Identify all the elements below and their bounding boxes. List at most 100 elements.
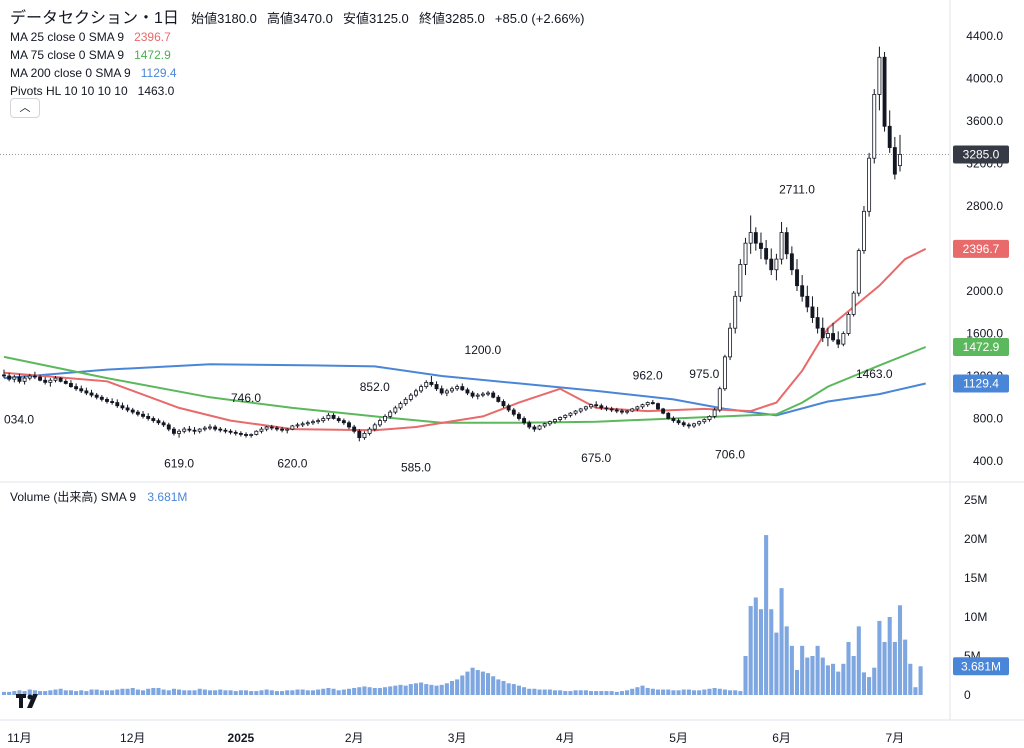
volume-bar (769, 609, 774, 695)
volume-bar (79, 690, 84, 695)
volume-bar (140, 690, 146, 695)
volume-legend[interactable]: Volume (出来高) SMA 9 3.681M (10, 488, 187, 505)
candle-body (506, 405, 511, 411)
volume-bar (784, 626, 789, 695)
indicator-label: MA 200 close 0 SMA 9 (10, 66, 131, 80)
time-axis[interactable]: 11月 12月 2025 2月 3月 4月 5月 6月 7月 (7, 731, 904, 745)
time-tick-label: 11月 (7, 731, 31, 745)
candle-body (614, 409, 619, 412)
price-tag-box (953, 145, 1009, 164)
indicator-ma25[interactable]: MA 25 close 0 SMA 9 2396.7 (10, 28, 177, 46)
volume-bar (48, 690, 53, 695)
candle-body (769, 258, 774, 271)
pivot-label: 706.0 (715, 447, 745, 461)
volume-bar (58, 688, 63, 695)
candle-body (156, 420, 161, 424)
volume-bar (856, 626, 861, 695)
volume-bar (903, 639, 908, 695)
volume-bar (84, 691, 89, 695)
candle-body (748, 232, 753, 244)
candle-body (177, 430, 182, 434)
volume-tick-label: 10M (964, 610, 987, 624)
candle-body (295, 424, 300, 427)
volume-bar (908, 663, 913, 695)
tradingview-logo-icon[interactable] (14, 690, 42, 712)
ma200-line (3, 363, 926, 417)
candle-body (48, 379, 53, 383)
candle-body (753, 232, 758, 244)
candle-body (63, 380, 68, 384)
price-tag-box (953, 338, 1009, 357)
candle-body (522, 418, 527, 424)
price-tick-label: 1600.0 (966, 327, 1003, 341)
candle-body (862, 210, 866, 252)
volume-bar (666, 689, 671, 695)
indicator-ma75[interactable]: MA 75 close 0 SMA 9 1472.9 (10, 46, 177, 64)
candle-body (135, 411, 140, 415)
time-tick-label: 4月 (556, 731, 575, 745)
price-change: +85.0 (+2.66%) (494, 11, 585, 26)
volume-bar (861, 672, 866, 695)
candle-body (7, 375, 12, 380)
volume-bar (146, 688, 151, 695)
candle-body (846, 313, 851, 334)
candle-body (372, 424, 377, 430)
indicator-pivots[interactable]: Pivots HL 10 10 10 10 1463.0 (10, 82, 177, 100)
indicator-ma200[interactable]: MA 200 close 0 SMA 9 1129.4 (10, 64, 177, 82)
volume-bar (336, 690, 341, 695)
candle-body (27, 375, 32, 379)
ma25-line (3, 248, 927, 432)
price-tick-label: 3600.0 (966, 114, 1003, 128)
candle-body (532, 426, 537, 430)
price-tag-box (953, 374, 1009, 393)
low-label: 安値 (342, 11, 369, 26)
volume-bar (475, 670, 480, 695)
volume-bar (408, 684, 413, 695)
volume-bar (74, 691, 79, 695)
candle-body (810, 306, 815, 318)
candle-body (527, 422, 532, 428)
candle-body (290, 425, 295, 430)
volume-bar (398, 684, 403, 695)
volume-bar (104, 690, 110, 695)
symbol-title[interactable]: データセクション・1日 (10, 10, 179, 27)
candle-body (759, 242, 763, 249)
candle-body (259, 428, 264, 432)
volume-bar (207, 690, 213, 695)
candle-body (187, 428, 192, 431)
candle-body (197, 428, 202, 432)
candle-body (774, 258, 779, 271)
candle-body (867, 157, 872, 212)
candle-body (717, 388, 722, 411)
candle-body (599, 405, 604, 409)
volume-bar (764, 535, 769, 695)
volume-bar (655, 689, 661, 695)
volume-bar (352, 687, 357, 695)
candle-body (357, 430, 362, 439)
volume-bar (32, 690, 37, 695)
collapse-legend-button[interactable]: ︿ (10, 98, 40, 118)
volume-bar (604, 691, 609, 695)
volume-bar (712, 687, 717, 695)
candle-body (645, 402, 650, 406)
volume-bar (218, 689, 223, 695)
volume-bar (563, 691, 568, 695)
candle-body (311, 421, 315, 424)
volume-bar (166, 690, 171, 695)
volume-bar (12, 691, 17, 695)
volume-bar (125, 688, 130, 695)
pivot-label: 034.0 (4, 413, 34, 427)
volume-bar (120, 688, 125, 695)
candle-body (424, 381, 429, 388)
candle-body (764, 248, 769, 260)
candle-body (12, 376, 17, 380)
candle-body (141, 413, 145, 417)
candle-body (79, 388, 84, 392)
high-value: 3470.0 (293, 11, 333, 26)
candle-body (120, 405, 125, 409)
candle-body (336, 418, 341, 422)
candle-body (2, 374, 6, 377)
time-tick-label: 7月 (886, 731, 905, 745)
